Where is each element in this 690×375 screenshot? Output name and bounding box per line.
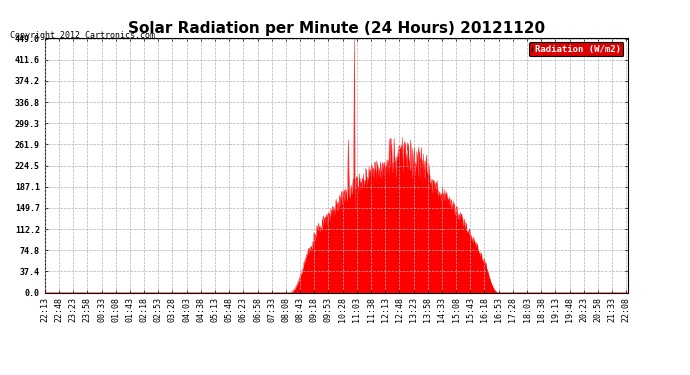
Text: Copyright 2012 Cartronics.com: Copyright 2012 Cartronics.com	[10, 30, 155, 39]
Title: Solar Radiation per Minute (24 Hours) 20121120: Solar Radiation per Minute (24 Hours) 20…	[128, 21, 545, 36]
Legend: Radiation (W/m2): Radiation (W/m2)	[529, 42, 623, 56]
